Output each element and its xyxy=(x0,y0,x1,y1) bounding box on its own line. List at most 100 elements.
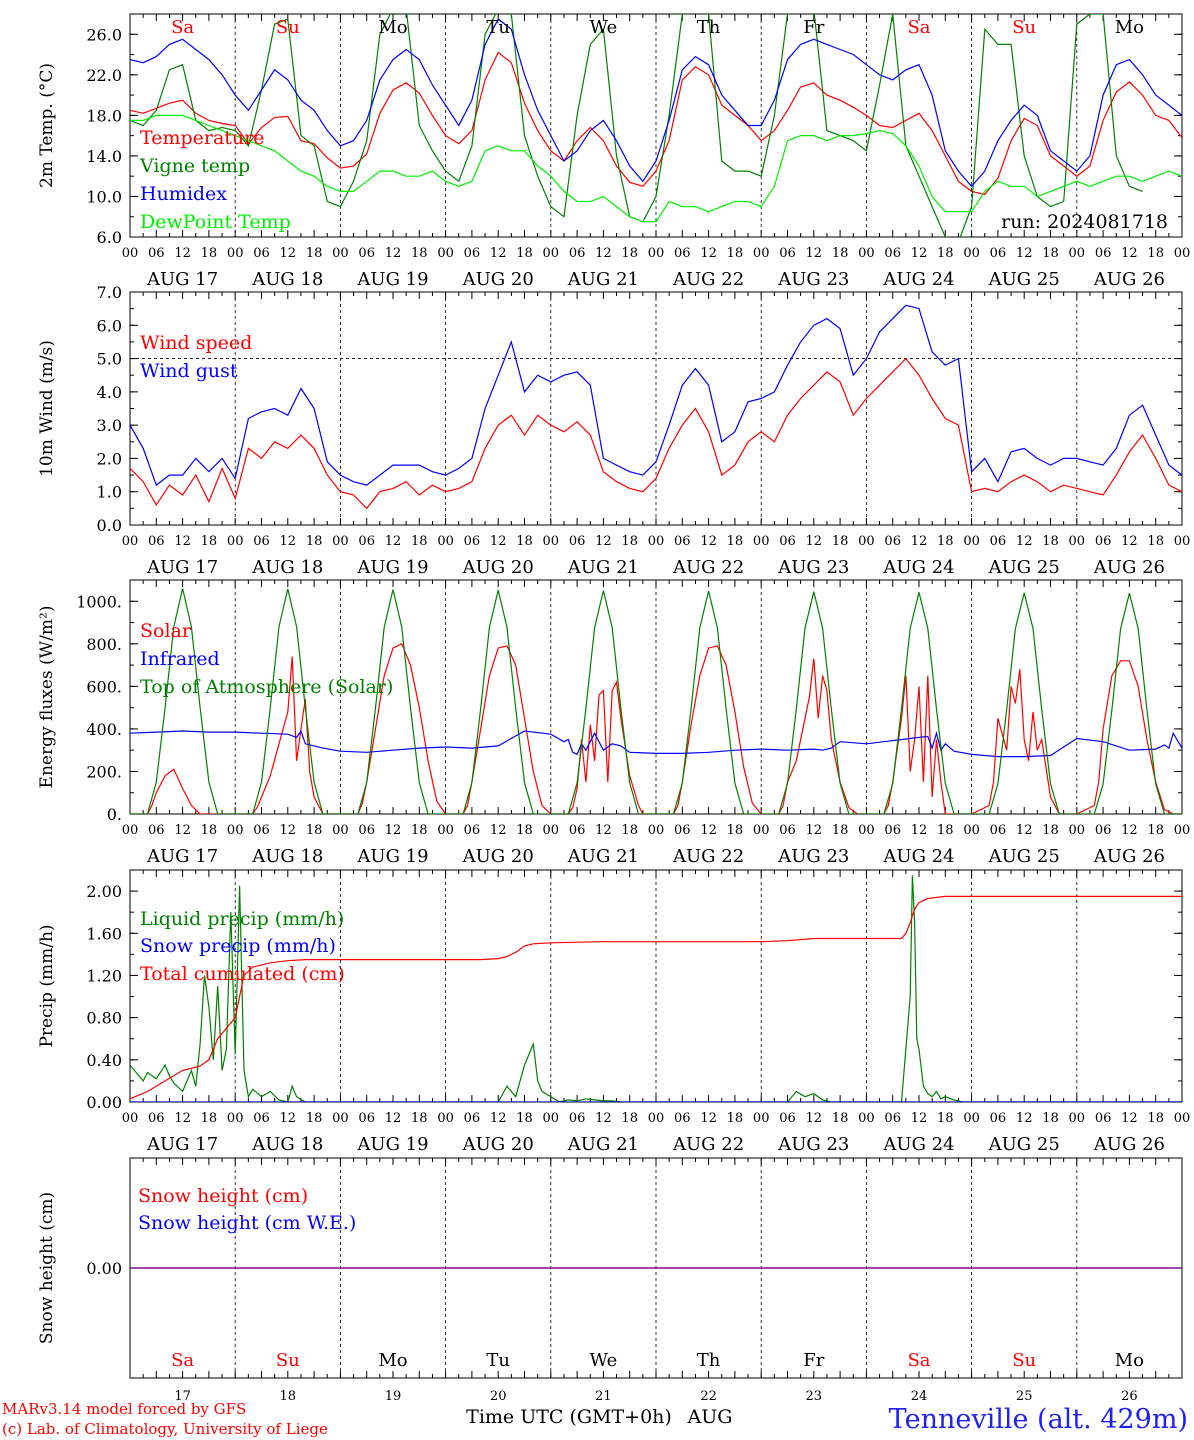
day-number-label: 18 xyxy=(280,1389,297,1404)
hour-tick-label: 00 xyxy=(753,534,770,549)
hour-tick-label: 00 xyxy=(648,823,665,838)
hour-tick-label: 00 xyxy=(753,1111,770,1126)
series-line-top-of-atmosphere-solar- xyxy=(130,588,1182,814)
weekday-label: Tu xyxy=(486,17,510,38)
hour-tick-label: 06 xyxy=(884,246,901,261)
hour-tick-label: 12 xyxy=(490,246,507,261)
weekday-label: Fr xyxy=(803,17,824,38)
hour-tick-label: 06 xyxy=(990,534,1007,549)
hour-tick-label: 06 xyxy=(569,534,586,549)
hour-tick-label: 18 xyxy=(411,534,428,549)
legend-entry: Solar xyxy=(140,620,192,642)
date-label: AUG 25 xyxy=(988,1134,1060,1155)
hour-tick-label: 06 xyxy=(358,534,375,549)
date-label: AUG 25 xyxy=(988,846,1060,867)
date-label: AUG 25 xyxy=(988,557,1060,578)
date-label: AUG 20 xyxy=(462,846,534,867)
y-axis-label: Energy fluxes (W/m²) xyxy=(37,606,57,789)
date-label: AUG 21 xyxy=(567,269,639,290)
hour-tick-label: 06 xyxy=(464,246,481,261)
day-number-label: 26 xyxy=(1121,1389,1138,1404)
hour-tick-label: 06 xyxy=(569,246,586,261)
credits-line-1: MARv3.14 model forced by GFS xyxy=(2,1400,246,1418)
hour-tick-label: 06 xyxy=(253,1111,270,1126)
y-tick-label: 10.0 xyxy=(86,187,122,206)
hour-tick-label: 18 xyxy=(727,534,744,549)
series-line-total-cumulated-cm- xyxy=(130,895,1182,1100)
hour-tick-label: 06 xyxy=(148,1111,165,1126)
hour-tick-label: 12 xyxy=(911,246,928,261)
hour-tick-label: 06 xyxy=(464,534,481,549)
hour-tick-label: 06 xyxy=(1095,823,1112,838)
date-label: AUG 21 xyxy=(567,846,639,867)
day-number-label: 17 xyxy=(174,1389,191,1404)
hour-tick-label: 06 xyxy=(674,246,691,261)
hour-tick-label: 00 xyxy=(858,534,875,549)
date-label: AUG 20 xyxy=(462,1134,534,1155)
legend-entry: Wind gust xyxy=(140,360,238,382)
date-label: AUG 21 xyxy=(567,557,639,578)
legend-entry: Total cumulated (cm) xyxy=(140,963,345,985)
hour-tick-label: 18 xyxy=(832,246,849,261)
hour-tick-label: 18 xyxy=(516,1111,533,1126)
date-label: AUG 26 xyxy=(1093,1134,1165,1155)
date-label: AUG 19 xyxy=(356,269,428,290)
series-line-liquid-precip-mm-h- xyxy=(130,875,1182,1102)
hour-tick-label: 06 xyxy=(464,1111,481,1126)
hour-tick-label: 18 xyxy=(727,823,744,838)
y-tick-label: 6.0 xyxy=(97,228,122,247)
y-tick-label: 800. xyxy=(86,635,122,654)
hour-tick-label: 18 xyxy=(411,246,428,261)
weekday-label: Mo xyxy=(1115,17,1144,38)
day-number-label: 24 xyxy=(911,1389,928,1404)
y-tick-label: 400. xyxy=(86,720,122,739)
hour-tick-label: 18 xyxy=(937,823,954,838)
legend-entry: Wind speed xyxy=(140,332,252,354)
y-tick-label: 1.60 xyxy=(86,924,122,943)
hour-tick-label: 18 xyxy=(727,246,744,261)
day-number-label: 22 xyxy=(700,1389,717,1404)
hour-tick-label: 12 xyxy=(174,246,191,261)
hour-tick-label: 00 xyxy=(437,1111,454,1126)
hour-tick-label: 18 xyxy=(1042,534,1059,549)
weekday-label: Su xyxy=(276,17,300,38)
hour-tick-label: 18 xyxy=(1042,246,1059,261)
weekday-label: Fr xyxy=(803,1350,824,1371)
hour-tick-label: 00 xyxy=(963,823,980,838)
hour-tick-label: 12 xyxy=(1016,1111,1033,1126)
y-tick-label: 26.0 xyxy=(86,25,122,44)
hour-tick-label: 06 xyxy=(358,823,375,838)
series-line-vigne-temp xyxy=(130,14,1143,237)
hour-tick-label: 06 xyxy=(253,534,270,549)
hour-tick-label: 12 xyxy=(700,1111,717,1126)
y-tick-label: 18.0 xyxy=(86,106,122,125)
date-label: AUG 24 xyxy=(882,269,954,290)
hour-tick-label: 18 xyxy=(201,823,218,838)
hour-tick-label: 12 xyxy=(174,1111,191,1126)
weekday-label: We xyxy=(590,1350,618,1371)
weekday-label: Sa xyxy=(171,17,194,38)
date-label: AUG 19 xyxy=(356,1134,428,1155)
hour-tick-label: 00 xyxy=(437,246,454,261)
hour-tick-label: 00 xyxy=(1069,823,1086,838)
hour-tick-label: 06 xyxy=(148,823,165,838)
y-tick-label: 2.0 xyxy=(97,449,122,468)
hour-tick-label: 00 xyxy=(332,823,349,838)
weekday-label: Sa xyxy=(171,1350,194,1371)
y-tick-label: 0.0 xyxy=(97,516,122,535)
date-label: AUG 24 xyxy=(882,1134,954,1155)
series-line-wind-gust xyxy=(130,304,1182,487)
date-label: AUG 17 xyxy=(146,269,218,290)
hour-tick-label: 00 xyxy=(753,823,770,838)
hour-tick-label: 12 xyxy=(1121,1111,1138,1126)
date-label: AUG 24 xyxy=(882,557,954,578)
weekday-label: Mo xyxy=(378,1350,407,1371)
series-line-solar xyxy=(130,642,1182,814)
hour-tick-label: 00 xyxy=(543,246,560,261)
hour-tick-label: 12 xyxy=(595,246,612,261)
hour-tick-label: 12 xyxy=(490,534,507,549)
hour-tick-label: 00 xyxy=(1069,1111,1086,1126)
date-label: AUG 18 xyxy=(251,557,323,578)
series-line-dewpoint-temp xyxy=(130,114,1182,223)
hour-tick-label: 12 xyxy=(385,1111,402,1126)
